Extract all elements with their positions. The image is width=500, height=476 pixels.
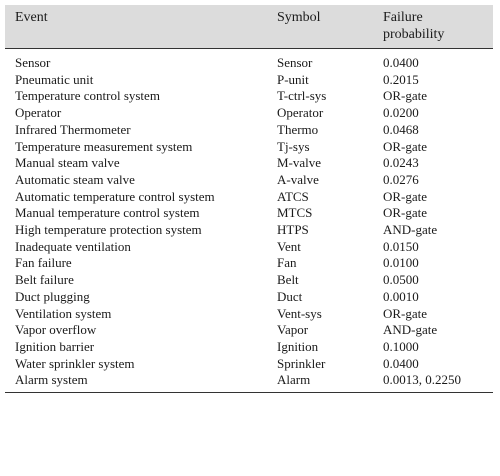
table-cell: Belt failure [15,272,74,288]
table-row: Manual steam valve M-valve 0.0243 [5,155,493,172]
table-cell: 0.0500 [383,272,419,288]
table-cell: ATCS [277,188,309,204]
table-cell: Manual temperature control system [15,205,200,221]
table-cell: Thermo [277,121,319,137]
table-cell: T-ctrl-sys [277,88,327,104]
table-cell: Inadequate ventilation [15,238,131,254]
header-row: Event Symbol Failure probability [5,5,493,49]
table-cell: Vapor overflow [15,322,97,338]
table: Event Symbol Failure probability Sensor Sen… [5,5,493,394]
table-cell: Alarm system [5,372,277,394]
table-row: Sensor Sensor 0.0400 [5,49,493,72]
table-cell: AND-gate [383,322,438,338]
table-cell: Automatic steam valve [15,171,135,187]
table-container: Event Symbol Failure probability Sensor Sen… [5,5,493,394]
table-cell: Vent [277,238,301,254]
table-cell: 0.0100 [383,255,419,271]
table-cell: Infrared Thermometer [15,121,131,137]
table-row: Vapor overflow Vapor AND-gate [5,322,493,339]
table-cell: 0.0013, 0.2250 [383,372,493,394]
table-row: Pneumatic unit P-unit 0.2015 [5,72,493,89]
table-cell: Vent-sys [277,305,322,321]
table-cell: Vapor [277,322,309,338]
table-row: Alarm system Alarm 0.0013, 0.2250 [5,372,493,394]
table-row: Temperature control system T-ctrl-sys OR-g… [5,88,493,105]
table-cell: 0.0243 [383,155,419,171]
table-cell: Automatic temperature control system [15,188,215,204]
table-body: Sensor Sensor 0.0400 Pneumatic unit P-unit 0.… [5,49,493,394]
table-cell: 0.0276 [383,171,419,187]
table-cell: A-valve [277,171,319,187]
table-cell: AND-gate [383,222,438,238]
table-cell: OR-gate [383,188,428,204]
table-row: Temperature measurement system Tj-sys OR-g… [5,139,493,156]
table-row: Water sprinkler system Sprinkler 0.0400 [5,356,493,373]
table-row: Duct plugging Duct 0.0010 [5,289,493,306]
table-cell: Pneumatic unit [15,71,94,87]
table-cell: Manual steam valve [15,155,120,171]
header-cell: Symbol [277,5,383,49]
table-cell: Sensor [15,55,51,70]
table-cell: OR-gate [383,88,428,104]
table-row: Automatic temperature control system ATCS… [5,189,493,206]
table-cell: 0.1000 [383,338,419,354]
table-row: Ignition barrier Ignition 0.1000 [5,339,493,356]
table-cell: 0.0150 [383,238,419,254]
table-cell: OR-gate [383,138,428,154]
table-row: High temperature protection system HTPS AN… [5,222,493,239]
table-row: Fan failure Fan 0.0100 [5,255,493,272]
table-row: Ventilation system Vent-sys OR-gate [5,306,493,323]
table-cell: Duct plugging [15,288,90,304]
table-cell: 0.0468 [383,121,419,137]
table-cell: 0.0400 [383,55,419,70]
header-cell: Event [5,5,277,49]
table-cell: Alarm [277,372,383,394]
header-cell: Failure probability [383,5,493,49]
table-cell: Belt [277,272,299,288]
table-cell: Fan failure [15,255,72,271]
table-cell: Temperature measurement system [15,138,193,154]
table-cell: 0.2015 [383,71,419,87]
table-row: Manual temperature control system MTCS OR-… [5,205,493,222]
table-cell: P-unit [277,71,309,87]
table-cell: Duct [277,288,303,304]
table-cell: Sprinkler [277,355,326,371]
table-row: Automatic steam valve A-valve 0.0276 [5,172,493,189]
table-row: Inadequate ventilation Vent 0.0150 [5,239,493,256]
table-row: Infrared Thermometer Thermo 0.0468 [5,122,493,139]
table-row: Belt failure Belt 0.0500 [5,272,493,289]
table-cell: Ventilation system [15,305,112,321]
table-cell: Sensor [277,55,313,70]
table-cell: OR-gate [383,205,428,221]
table-cell: MTCS [277,205,313,221]
table-cell: Water sprinkler system [15,355,135,371]
table-cell: HTPS [277,222,309,238]
table-cell: Fan [277,255,297,271]
table-cell: 0.0010 [383,288,419,304]
table-row: Operator Operator 0.0200 [5,105,493,122]
table-cell: Operator [15,105,62,121]
table-cell: High temperature protection system [15,222,202,238]
table-cell: Ignition barrier [15,338,95,354]
table-cell: Temperature control system [15,88,160,104]
table-cell: 0.0400 [383,355,419,371]
table-cell: Operator [277,105,324,121]
table-cell: Ignition [277,338,319,354]
table-cell: M-valve [277,155,322,171]
table-cell: OR-gate [383,305,428,321]
table-cell: 0.0200 [383,105,419,121]
table-cell: Tj-sys [277,138,310,154]
